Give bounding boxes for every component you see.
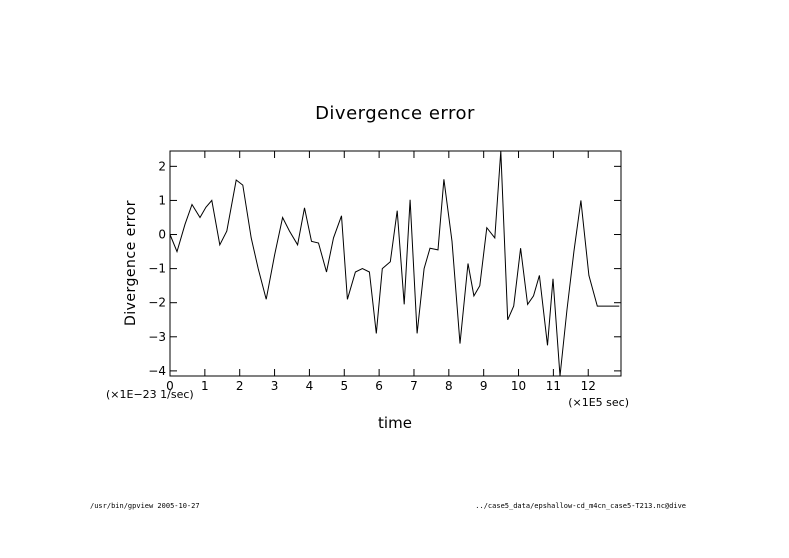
series-line [169,150,620,377]
x-tick-label: 12 [581,379,596,393]
y-axis-label: Divergence error [123,200,139,326]
x-tick-label: 1 [201,379,209,393]
x-tick-label: 4 [306,379,314,393]
y-tick-label: 0 [158,228,166,242]
x-scale-note: (×1E5 sec) [568,396,629,409]
x-axis-ticks: 0 1 2 3 4 5 6 7 8 9 10 11 12 [166,151,596,393]
plot-frame [169,150,622,377]
x-axis-label: time [378,414,412,432]
x-tick-label: 3 [271,379,279,393]
x-tick-label: 2 [236,379,244,393]
footer-right-text: ../case5_data/epshallow-cd_m4cn_case5-T2… [475,502,686,510]
x-tick-label: 0 [166,379,174,393]
footer-left-text: /usr/bin/gpview 2005-10-27 [90,502,200,510]
y-tick-label: −2 [148,296,166,310]
y-tick-label: −1 [148,262,166,276]
x-tick-label: 11 [546,379,561,393]
y-tick-label: 1 [158,193,166,207]
x-tick-label: 10 [511,379,526,393]
x-tick-label: 5 [340,379,348,393]
chart-title: Divergence error [315,103,475,124]
x-tick-label: 6 [375,379,383,393]
x-tick-label: 8 [445,379,453,393]
y-tick-label: 2 [158,159,166,173]
y-axis-ticks: −4 −3 −2 −1 0 1 2 [148,159,621,378]
x-tick-label: 7 [410,379,418,393]
x-tick-label: 9 [480,379,488,393]
y-tick-label: −3 [148,330,166,344]
y-tick-label: −4 [148,364,166,378]
y-scale-note: (×1E−23 1/sec) [106,388,194,401]
